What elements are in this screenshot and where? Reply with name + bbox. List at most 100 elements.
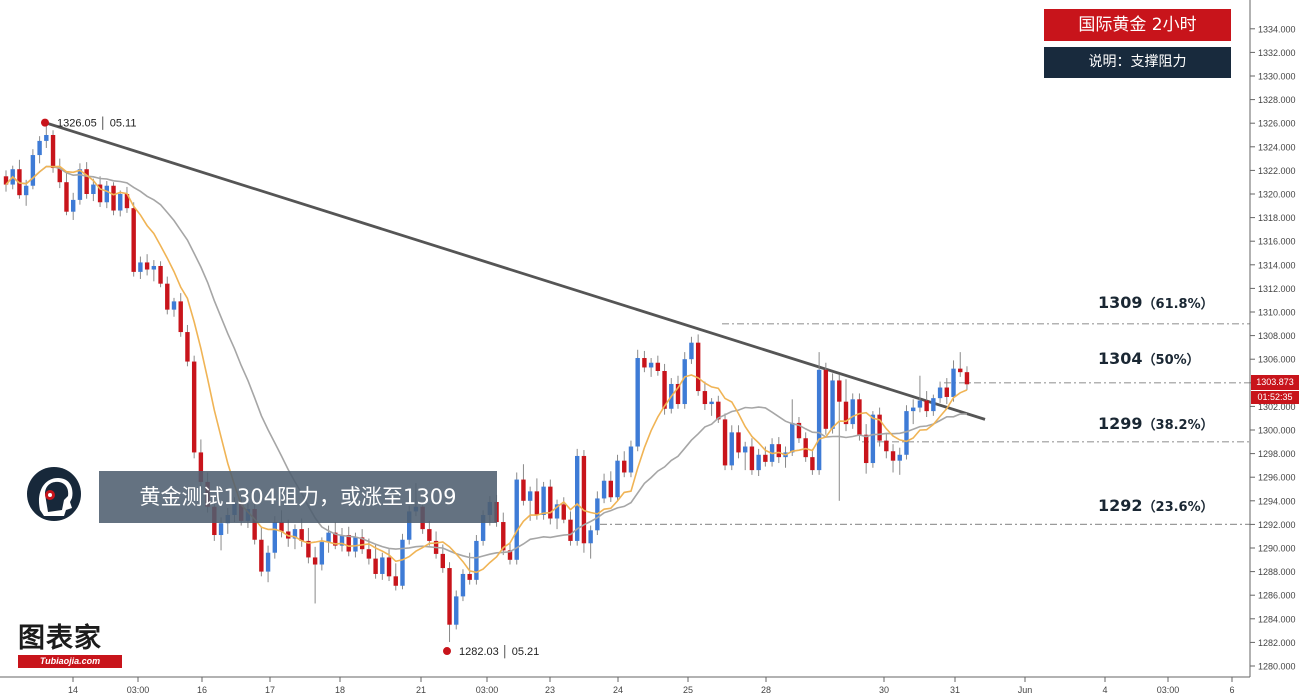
candle[interactable] <box>689 336 694 364</box>
candle[interactable] <box>359 529 365 554</box>
candle[interactable] <box>339 527 345 552</box>
candle[interactable] <box>158 261 163 288</box>
candle[interactable] <box>272 516 277 559</box>
candle[interactable] <box>937 381 943 403</box>
candle[interactable] <box>319 537 325 571</box>
candle[interactable] <box>911 399 916 425</box>
candle[interactable] <box>454 590 459 630</box>
candle[interactable] <box>951 360 956 402</box>
candle[interactable] <box>427 520 432 546</box>
candle[interactable] <box>44 122 49 148</box>
candle[interactable] <box>144 254 150 276</box>
candle[interactable] <box>803 432 808 462</box>
candle[interactable] <box>346 526 351 557</box>
candle[interactable] <box>84 162 89 199</box>
candle[interactable] <box>521 464 526 506</box>
candle[interactable] <box>857 393 862 441</box>
candle[interactable] <box>474 535 479 585</box>
candle[interactable] <box>823 362 829 435</box>
candle[interactable] <box>917 375 923 413</box>
candle[interactable] <box>514 472 519 565</box>
candle[interactable] <box>776 437 781 464</box>
candle[interactable] <box>830 373 835 434</box>
candle[interactable] <box>615 454 620 501</box>
candle[interactable] <box>380 552 385 580</box>
candle[interactable] <box>702 381 708 410</box>
candle[interactable] <box>178 293 183 337</box>
candle[interactable] <box>91 178 96 202</box>
candle[interactable] <box>743 441 748 471</box>
candle[interactable] <box>165 276 170 315</box>
candle[interactable] <box>104 181 109 209</box>
candle[interactable] <box>581 450 587 553</box>
candle[interactable] <box>655 355 661 376</box>
candle[interactable] <box>709 398 714 416</box>
candle[interactable] <box>400 533 405 590</box>
candle[interactable] <box>191 355 197 459</box>
candle[interactable] <box>548 479 553 525</box>
candle[interactable] <box>312 546 318 604</box>
candle[interactable] <box>138 256 143 279</box>
candle[interactable] <box>601 473 607 504</box>
candle[interactable] <box>588 525 593 559</box>
candle[interactable] <box>635 349 640 452</box>
candle[interactable] <box>3 170 9 192</box>
candle[interactable] <box>57 158 62 189</box>
candle[interactable] <box>695 334 701 396</box>
candle[interactable] <box>682 352 687 409</box>
candle[interactable] <box>884 433 889 459</box>
candle[interactable] <box>507 543 513 565</box>
candle[interactable] <box>729 425 734 471</box>
candle[interactable] <box>151 260 157 282</box>
candle[interactable] <box>877 407 882 447</box>
candle[interactable] <box>648 358 654 377</box>
candle[interactable] <box>393 563 398 591</box>
candle[interactable] <box>608 471 613 502</box>
candle[interactable] <box>373 544 378 579</box>
candle[interactable] <box>897 447 902 475</box>
candle[interactable] <box>568 511 573 546</box>
candle[interactable] <box>118 190 123 217</box>
candle[interactable] <box>124 186 130 213</box>
candle[interactable] <box>30 149 36 190</box>
candle[interactable] <box>736 425 741 459</box>
brand-logo[interactable]: 图表家 Tubiaojia.com <box>18 624 128 670</box>
candle[interactable] <box>924 391 929 418</box>
candle[interactable] <box>50 130 56 173</box>
candle[interactable] <box>71 192 76 220</box>
candle[interactable] <box>171 297 177 317</box>
candle[interactable] <box>722 413 728 471</box>
candle[interactable] <box>554 499 560 530</box>
candle[interactable] <box>850 393 855 429</box>
candle[interactable] <box>185 324 190 367</box>
candle[interactable] <box>810 448 815 475</box>
candle[interactable] <box>843 379 849 432</box>
candle[interactable] <box>447 562 452 643</box>
candle[interactable] <box>111 182 116 216</box>
candle[interactable] <box>131 202 136 277</box>
candle[interactable] <box>790 399 795 456</box>
candle[interactable] <box>37 136 42 164</box>
candle[interactable] <box>931 394 936 416</box>
candle[interactable] <box>749 438 755 475</box>
candle[interactable] <box>97 176 103 207</box>
candle[interactable] <box>958 352 963 377</box>
candle[interactable] <box>299 518 304 547</box>
candle[interactable] <box>890 444 896 473</box>
candle[interactable] <box>863 424 869 474</box>
candle[interactable] <box>306 527 311 564</box>
candle[interactable] <box>64 172 69 216</box>
candle[interactable] <box>837 374 842 501</box>
candle[interactable] <box>534 478 540 520</box>
candle[interactable] <box>440 544 445 573</box>
candle[interactable] <box>756 448 761 477</box>
candle[interactable] <box>816 352 822 475</box>
candle[interactable] <box>796 417 802 443</box>
candle[interactable] <box>366 538 372 565</box>
candle[interactable] <box>675 375 681 409</box>
candle[interactable] <box>628 440 634 478</box>
candle[interactable] <box>460 569 466 602</box>
candle[interactable] <box>259 526 264 577</box>
candle[interactable] <box>870 411 876 468</box>
